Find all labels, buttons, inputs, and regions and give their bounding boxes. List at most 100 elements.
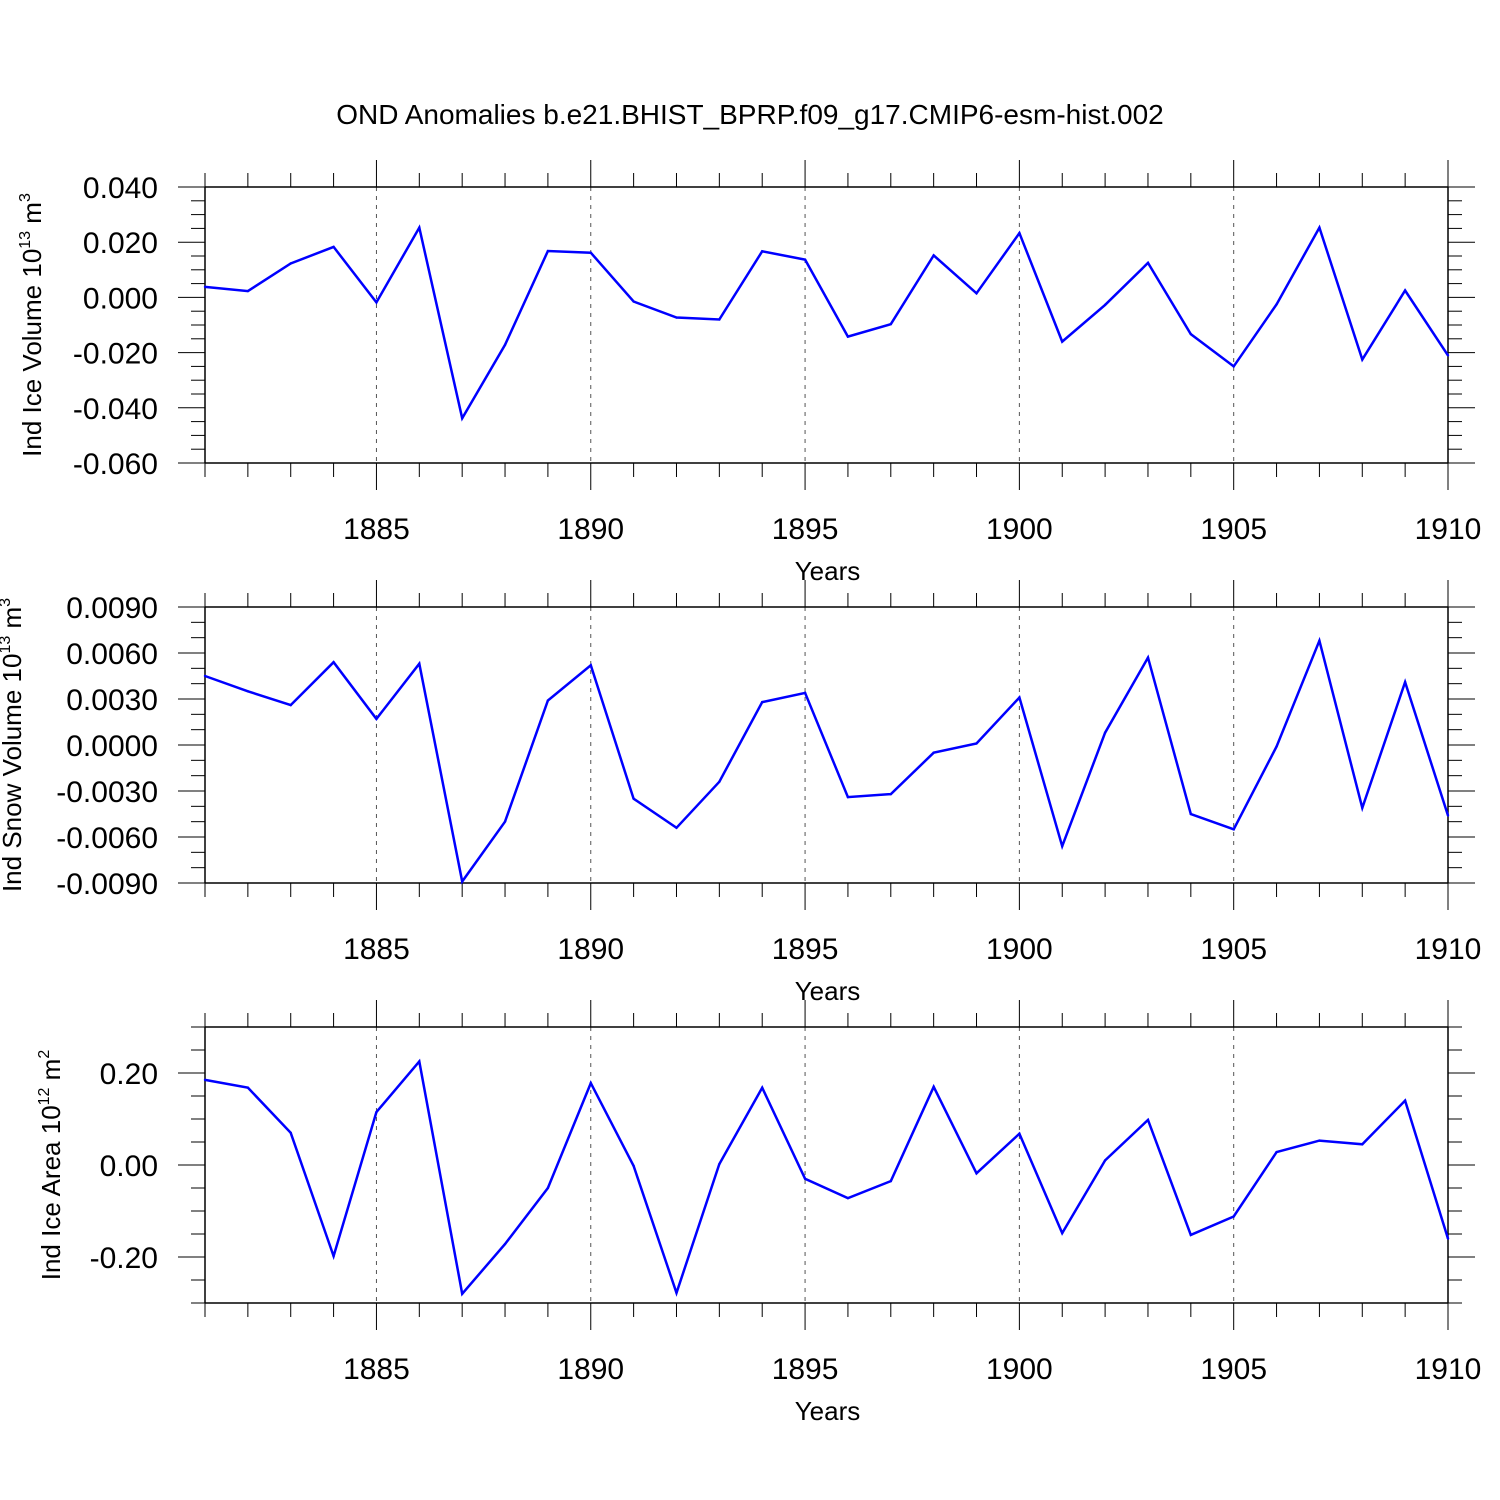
data-point [889,322,892,326]
data-point [1189,812,1193,816]
y-tick-label: 0.20 [100,1058,158,1091]
x-tick-label: 1900 [986,1353,1053,1386]
data-point [761,1086,764,1089]
data-point [546,699,550,702]
data-point [632,1164,635,1168]
x-tick-label: 1885 [343,933,410,966]
data-point [718,780,721,783]
data-point [589,664,592,667]
y-axis-title: Ind Ice Area 1012 m2 [36,1050,66,1281]
data-point [632,797,635,800]
data-point [332,245,335,249]
data-point [1232,365,1235,368]
y-tick-label: 0.000 [83,282,158,315]
x-tick-label: 1910 [1415,513,1482,546]
data-point [675,826,678,829]
data-point [460,880,464,883]
y-tick-label: 0.0030 [66,684,158,717]
data-point [418,226,421,229]
data-point [1318,226,1321,229]
data-point [503,820,507,823]
data-point [975,742,978,745]
data-point [1018,1132,1021,1135]
y-tick-label: -0.0030 [56,776,158,809]
data-point [1061,1231,1064,1235]
x-tick-label: 1900 [986,933,1053,966]
data-point [1103,731,1107,734]
panels: 0.040 0.020 0.000 -0.020 -0.040 -0.060 1885 189… [0,160,1481,1426]
x-tick-label: 1905 [1200,513,1267,546]
data-point [460,417,464,420]
data-point [1275,303,1278,306]
data-point [332,661,335,664]
data-point [375,717,378,721]
data-point [589,1081,592,1085]
y-tick-label: -0.0060 [56,822,158,855]
data-point [289,262,292,265]
data-point [803,1177,807,1181]
data-point [1361,1143,1364,1146]
chart-title: OND Anomalies b.e21.BHIST_BPRP.f09_g17.C… [336,99,1163,130]
y-tick-label: 0.0060 [66,638,158,671]
data-point [503,1242,507,1246]
y-tick-label: -0.20 [90,1242,158,1275]
data-point [675,1291,678,1295]
series-line [204,636,1450,885]
data-point [1146,261,1150,265]
data-point [1403,289,1407,292]
data-point [1189,332,1193,336]
data-point [1403,1099,1407,1102]
data-point [418,1060,421,1063]
data-point [1232,1215,1235,1218]
data-point [1189,1233,1193,1237]
data-point [375,301,378,304]
data-point [1018,696,1021,699]
data-point [1103,1159,1107,1162]
chart-panel-3: 0.20 0.00 -0.20 1885 1890 1895 1900 1905 1910 Yea… [36,1000,1481,1426]
data-point [932,751,935,754]
data-point [1446,1237,1450,1240]
data-point [1318,1139,1321,1142]
data-point [846,335,850,338]
data-point [375,1110,378,1114]
data-point [1018,231,1021,235]
data-point [932,1085,935,1089]
x-tick-label: 1905 [1200,1353,1267,1386]
x-axis-title: Years [795,556,861,586]
chart-panel-1: 0.040 0.020 0.000 -0.020 -0.040 -0.060 1885 189… [17,160,1481,586]
data-point [418,662,421,665]
data-point [289,703,292,707]
x-tick-label: 1885 [343,1353,410,1386]
x-tick-label: 1910 [1415,933,1482,966]
y-tick-label: 0.020 [83,227,158,260]
data-point [718,318,721,321]
data-point [1146,1118,1150,1122]
x-tick-label: 1890 [557,513,624,546]
data-point [1318,639,1321,642]
data-point [889,792,892,796]
x-tick-label: 1905 [1200,933,1267,966]
data-point [1361,358,1364,361]
data-point [546,249,550,253]
data-point [246,690,250,693]
data-point [1446,354,1450,357]
y-axis-title: Ind Ice Volume 1013 m3 [17,193,47,457]
data-point [332,1254,335,1258]
x-tick-label: 1900 [986,513,1053,546]
data-point [203,285,207,289]
data-point [975,1172,978,1175]
x-tick-label: 1895 [772,933,839,966]
data-point [1403,680,1407,684]
data-point [846,795,850,799]
data-point [975,292,978,295]
data-point [675,316,678,319]
series-line [204,224,1450,422]
series-line [204,1058,1450,1297]
data-point [203,674,207,678]
data-point [203,1078,207,1082]
x-tick-label: 1885 [343,513,410,546]
data-point [889,1179,892,1183]
y-tick-label: 0.0090 [66,592,158,625]
data-point [1061,340,1064,343]
